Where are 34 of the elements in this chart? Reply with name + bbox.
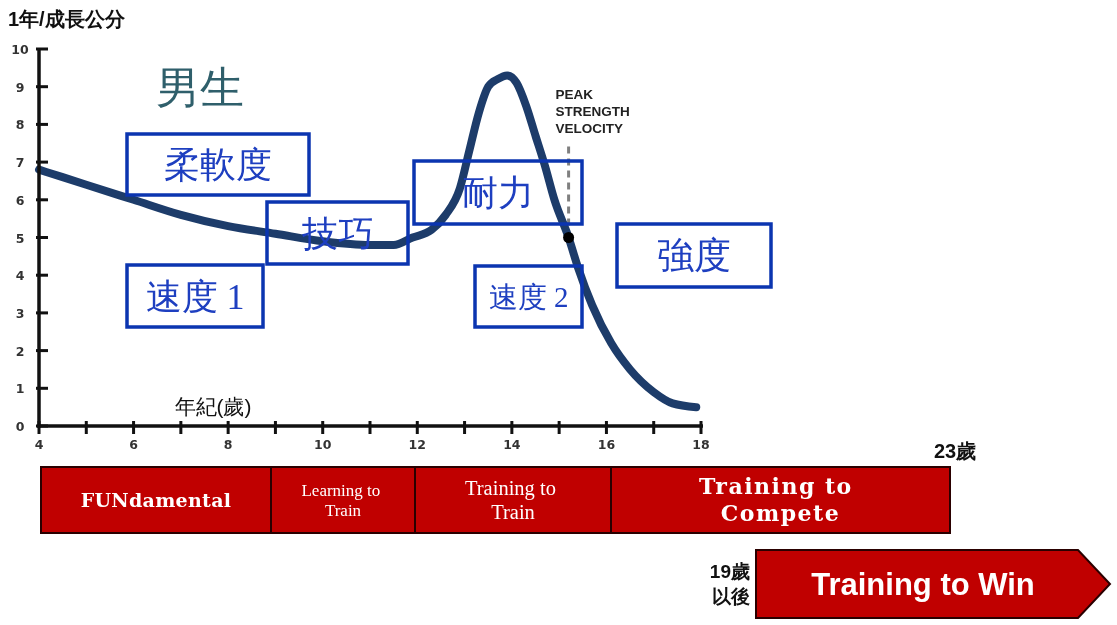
annotation: 強度 xyxy=(657,235,731,277)
x-tick-label: 18 xyxy=(692,437,710,452)
annotation: 耐力 xyxy=(462,173,534,214)
x-tick-label: 14 xyxy=(503,437,521,452)
x-tick-label: 4 xyxy=(34,437,44,452)
y-tick-label: 1 xyxy=(15,381,25,397)
text: Training to Win xyxy=(811,566,1035,602)
y-tick-label: 3 xyxy=(15,305,25,321)
y-tick-label: 2 xyxy=(15,343,25,359)
text: Training to Train xyxy=(464,476,562,524)
y-axis-title: 1年/成長公分 xyxy=(8,8,126,30)
annotation: 柔軟度 xyxy=(164,145,272,186)
annotation: 速度 2 xyxy=(488,280,569,313)
text: Learning to Train xyxy=(301,480,385,521)
x-tick-label: 6 xyxy=(129,437,139,452)
text: 23歲 xyxy=(933,440,977,462)
text: FUNdamental xyxy=(80,488,232,511)
x-tick-label: 16 xyxy=(597,437,616,452)
text: 19歲以後 xyxy=(709,561,750,608)
y-tick-label: 8 xyxy=(15,117,25,133)
y-tick-label: 6 xyxy=(15,192,25,208)
y-tick-label: 0 xyxy=(15,419,25,434)
x-tick-label: 8 xyxy=(223,437,233,452)
y-tick-label: 9 xyxy=(15,79,25,95)
y-tick-label: 4 xyxy=(15,268,25,284)
annotation: 速度 1 xyxy=(145,276,245,317)
x-axis-title: 年紀(歲) xyxy=(174,395,252,418)
y-tick-label: 10 xyxy=(11,42,29,57)
x-tick-label: 12 xyxy=(408,437,426,452)
text: Training to Compete xyxy=(699,473,862,527)
y-tick-label: 7 xyxy=(15,155,25,171)
chart-title: 男生 xyxy=(156,64,244,113)
x-tick-label: 10 xyxy=(314,437,332,452)
y-tick-label: 5 xyxy=(15,230,25,246)
